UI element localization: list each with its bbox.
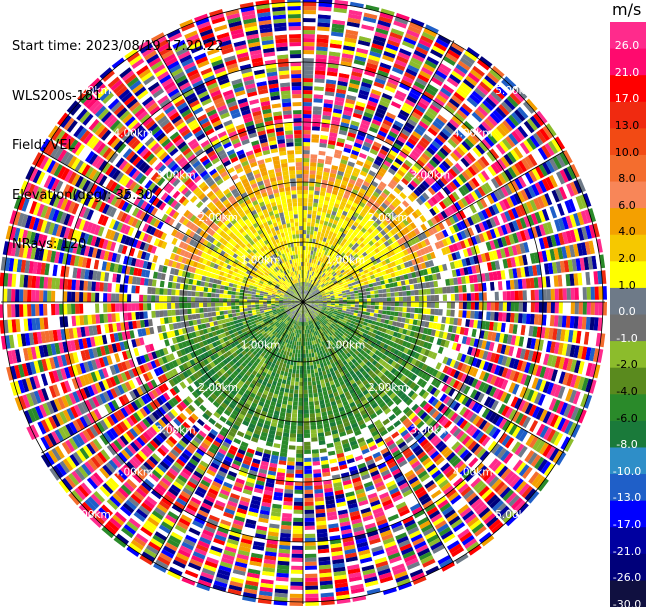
colorbar-segment	[610, 128, 646, 156]
colorbar-segment	[610, 48, 646, 76]
range-ring-label: 3.00km	[156, 424, 196, 436]
colorbar-segment	[610, 474, 646, 502]
azimuth-spoke	[151, 40, 304, 303]
range-ring-label: 3.00km	[410, 424, 450, 436]
colorbar-tick-label: 1.0	[618, 278, 636, 292]
range-ring-label: 1.00km	[326, 339, 366, 351]
range-ring-label: 5.00km	[495, 509, 535, 521]
ppi-plot: 1.00km 1.00km 1.00km 1.00km 2.00km 2.00km 2.00…	[0, 0, 607, 606]
azimuth-spoke	[302, 301, 565, 454]
colorbar-tick-label: -21.0	[612, 544, 642, 558]
range-ring-label: 1.00km	[326, 255, 366, 267]
colorbar-tick-label: 13.0	[614, 119, 640, 133]
nrays-label: NRays: 120	[12, 237, 87, 252]
info-panel: Start time: 2023/08/19 17:20:22 WLS200s-…	[12, 6, 223, 270]
colorbar-tick-label: -13.0	[612, 491, 642, 505]
colorbar-tick-label: -2.0	[616, 358, 638, 372]
range-ring-label: 5.00km	[71, 509, 111, 521]
azimuth-spoke	[41, 301, 304, 454]
colorbar-tick-label: 17.0	[614, 92, 640, 106]
colorbar-tick-label: -1.0	[616, 331, 638, 345]
colorbar-segment	[610, 234, 646, 262]
colorbar-tick-label: 2.0	[618, 252, 636, 266]
range-ring-label: 1.00km	[241, 255, 281, 267]
colorbar-segment	[610, 500, 646, 528]
colorbar-tick-label: 4.0	[618, 225, 636, 239]
colorbar-segment	[610, 314, 646, 342]
colorbar-tick-label: -26.0	[612, 571, 642, 585]
range-ring-label: 5.00km	[495, 85, 535, 97]
azimuth-spoke	[302, 301, 455, 564]
colorbar-tick-label: -8.0	[616, 438, 638, 452]
colorbar-tick-label: -17.0	[612, 517, 642, 531]
azimuth-spoke	[151, 301, 304, 564]
colorbar-segment	[610, 261, 646, 289]
colorbar-segment	[610, 341, 646, 369]
colorbar-segment	[610, 75, 646, 103]
colorbar-tick-label: -4.0	[616, 384, 638, 398]
colorbar-segment	[610, 553, 646, 581]
colorbar-segment	[610, 447, 646, 475]
colorbar-segment	[610, 287, 646, 315]
range-ring-label: 5.00km	[71, 85, 111, 97]
colorbar-segment	[610, 420, 646, 448]
colorbar-tick-label: -30.0	[612, 597, 642, 611]
colorbar-tick-label: 10.0	[614, 145, 640, 159]
colorbar-tick-label: 6.0	[618, 198, 636, 212]
field-label: Field: VEL	[12, 138, 75, 153]
azimuth-spoke	[302, 150, 565, 303]
colorbar-segment	[610, 527, 646, 555]
site-label: WLS200s-181	[12, 88, 102, 104]
colorbar-tick-label: 0.0	[618, 305, 636, 319]
azimuth-spoke	[41, 150, 304, 303]
colorbar-tick-label: 21.0	[614, 65, 640, 79]
colorbar-tick-label: -6.0	[616, 411, 638, 425]
colorbar-segment	[610, 394, 646, 422]
range-ring-label: 4.00km	[113, 127, 153, 139]
colorbar-segment	[610, 101, 646, 129]
colorbar-tick-label: 8.0	[618, 172, 636, 186]
range-ring-label: 2.00km	[368, 382, 408, 394]
colorbar-tick-label: 26.0	[614, 39, 640, 53]
range-ring-label: 4.00km	[113, 467, 153, 479]
range-ring-label: 2.00km	[198, 212, 238, 224]
colorbar-segment	[610, 181, 646, 209]
colorbar-segment	[610, 22, 646, 50]
azimuth-spoke	[302, 40, 455, 303]
range-ring-label: 1.00km	[241, 339, 281, 351]
range-ring-label: 3.00km	[410, 170, 450, 182]
colorbar-segment	[610, 367, 646, 395]
range-ring-label: 4.00km	[453, 127, 493, 139]
start-time-label: Start time: 2023/08/19 17:20:22	[12, 39, 224, 54]
colorbar-segment	[610, 154, 646, 183]
colorbar-segment	[610, 208, 646, 236]
colorbar-tick-label: -10.0	[612, 464, 642, 478]
range-rings: 1.00km 1.00km 1.00km 1.00km 2.00km 2.00km 2.00…	[1, 0, 605, 604]
range-ring-label: 2.00km	[198, 382, 238, 394]
range-ring-label: 3.00km	[156, 170, 196, 182]
colorbar-unit: m/s	[612, 0, 642, 19]
colorbar	[610, 22, 646, 607]
range-ring-label: 4.00km	[453, 467, 493, 479]
velocity-gates	[0, 0, 607, 606]
elevation-label: Elevation(deg): 35.30	[12, 187, 153, 203]
colorbar-segment	[610, 580, 646, 607]
range-ring-label: 2.00km	[368, 212, 408, 224]
